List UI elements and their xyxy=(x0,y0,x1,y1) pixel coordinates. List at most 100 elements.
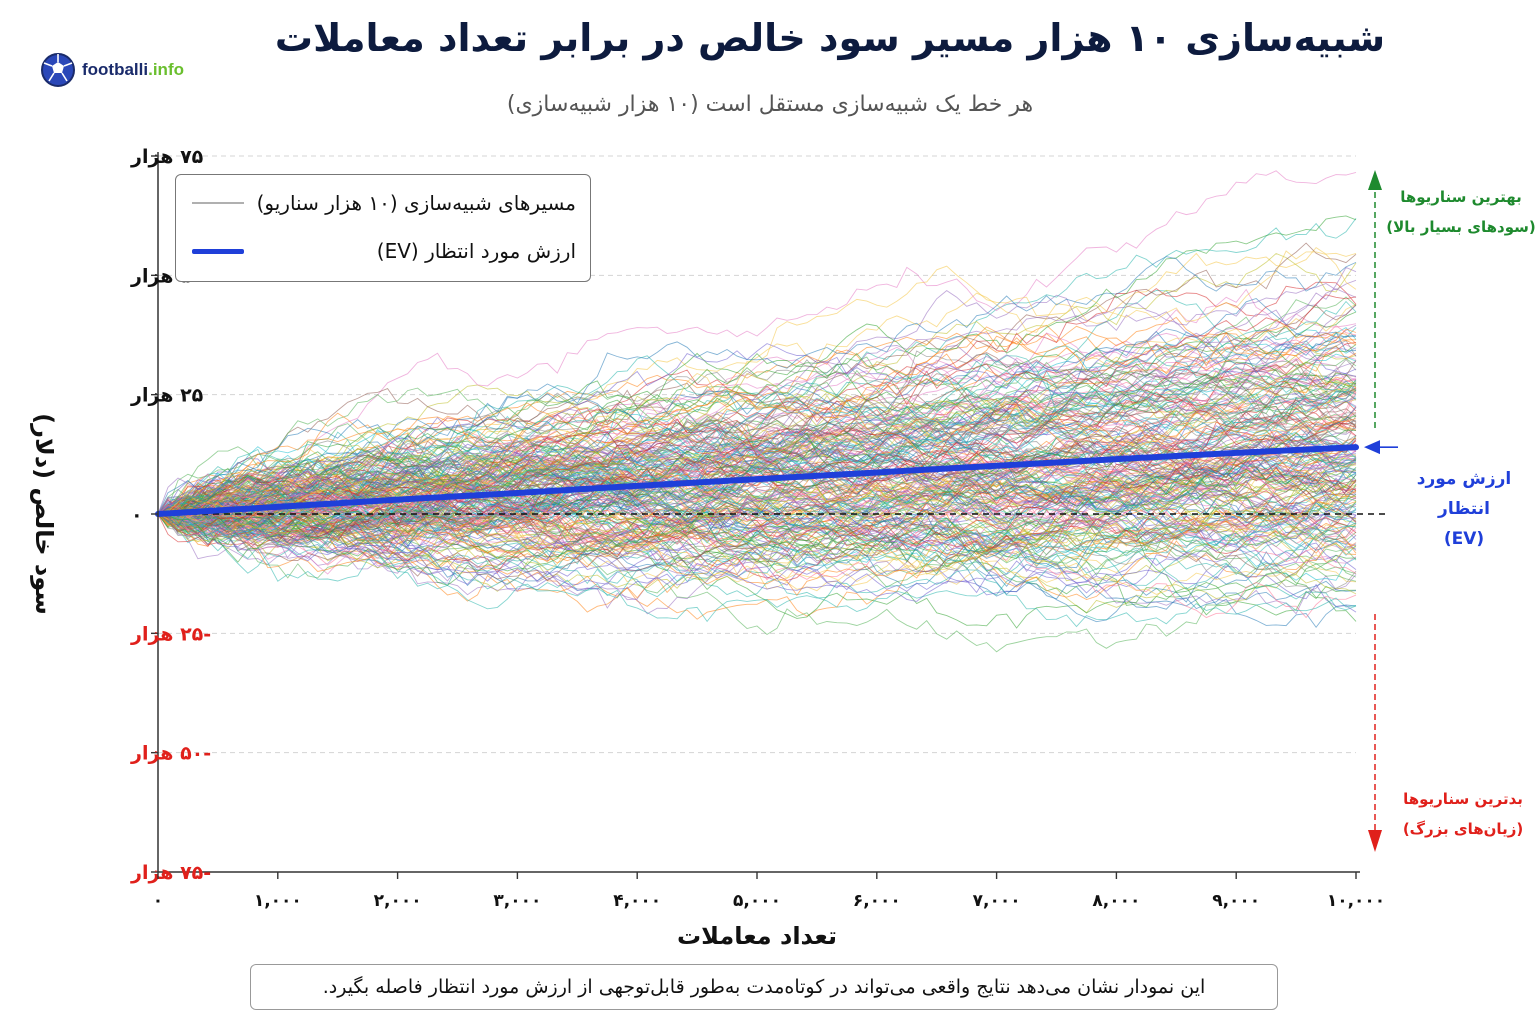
y-tick-label: ۲۵ هزار xyxy=(130,385,204,407)
simulation-path xyxy=(157,387,1357,521)
y-tick-label: ۷۵ هزار xyxy=(130,146,204,168)
x-tick-label: ۹,۰۰۰ xyxy=(1212,891,1260,911)
simulation-path xyxy=(157,361,1357,542)
annotation-best-line2: (سودهای بسیار بالا) xyxy=(1386,218,1536,236)
simulation-path xyxy=(157,465,1357,578)
x-tick-label: ۳,۰۰۰ xyxy=(493,891,541,911)
simulation-path xyxy=(157,442,1357,587)
legend-label-ev: ارزش مورد انتظار (EV) xyxy=(376,239,576,263)
simulation-path xyxy=(157,501,1357,590)
x-axis-label: تعداد معاملات xyxy=(677,922,837,950)
simulation-path xyxy=(157,432,1357,563)
soccer-ball-icon xyxy=(41,53,75,87)
simulation-path xyxy=(157,290,1357,532)
simulation-path xyxy=(157,490,1357,629)
chart-title: شبیه‌سازی ۱۰ هزار مسیر سود خالص در برابر… xyxy=(274,16,1386,60)
legend-swatch-ev xyxy=(192,248,244,254)
legend-entry-paths: مسیرهای شبیه‌سازی (۱۰ هزار سناریو) xyxy=(176,183,590,223)
ev-line xyxy=(155,444,1359,517)
simulation-path xyxy=(157,266,1357,515)
footer-note: این نمودار نشان می‌دهد نتایج واقعی می‌تو… xyxy=(250,964,1278,1010)
simulation-path xyxy=(157,430,1357,548)
simulation-path xyxy=(157,337,1357,566)
simulation-path xyxy=(157,328,1357,515)
simulation-path xyxy=(157,441,1357,560)
simulation-path xyxy=(157,281,1357,538)
simulation-path xyxy=(157,398,1357,554)
x-tick-label: ۱,۰۰۰ xyxy=(254,891,302,911)
annotation-ev: ارزش مورد انتظار (EV) xyxy=(1392,464,1536,554)
legend-entry-ev: ارزش مورد انتظار (EV) xyxy=(176,231,590,271)
simulation-path xyxy=(157,438,1357,537)
worst-arrow-head xyxy=(1368,830,1382,852)
simulation-paths xyxy=(157,170,1357,653)
x-tick-label: ۸,۰۰۰ xyxy=(1092,891,1140,911)
simulation-path xyxy=(157,501,1357,600)
brand-logo: footballi.info xyxy=(40,52,184,88)
simulation-path xyxy=(157,360,1357,539)
simulation-path xyxy=(157,256,1357,517)
x-tick-label: ۲,۰۰۰ xyxy=(374,891,422,911)
x-tick-label: ۱۰,۰۰۰ xyxy=(1327,891,1385,911)
y-tick-label: -۵۰ هزار xyxy=(130,743,211,765)
annotation-worst-line1: بدترین سناریوها xyxy=(1403,790,1523,808)
annotation-worst-line2: (زیان‌های بزرگ) xyxy=(1402,820,1524,838)
simulation-path xyxy=(157,170,1357,516)
chart-subtitle: هر خط یک شبیه‌سازی مستقل است (۱۰ هزار شب… xyxy=(506,92,1034,117)
simulation-path xyxy=(157,481,1357,628)
simulation-path xyxy=(157,424,1357,539)
simulation-path xyxy=(157,453,1357,544)
simulation-path xyxy=(157,510,1357,596)
x-tick-label: ۰ xyxy=(153,891,163,911)
simulation-path xyxy=(157,215,1357,515)
simulation-path xyxy=(157,479,1357,566)
y-tick-label: -۷۵ هزار xyxy=(130,862,211,884)
simulation-path xyxy=(157,388,1357,566)
legend-swatch-paths xyxy=(192,202,244,204)
simulation-path xyxy=(157,242,1357,515)
simulation-path xyxy=(157,352,1356,519)
ev-arrow-head xyxy=(1364,440,1380,455)
simulation-path xyxy=(157,467,1357,551)
y-axis-label: سود خالص (دلار) xyxy=(30,413,58,615)
simulation-path xyxy=(157,375,1357,533)
simulation-path xyxy=(157,506,1357,613)
simulation-path xyxy=(157,407,1357,528)
simulation-path xyxy=(157,303,1357,515)
annotation-best-line1: بهترین سناریوها xyxy=(1400,188,1522,206)
annotation-ev-line1: ارزش مورد انتظار xyxy=(1416,469,1512,519)
simulation-path xyxy=(157,493,1357,562)
brand-name: footballi.info xyxy=(82,60,184,79)
simulation-path xyxy=(157,483,1357,569)
x-tick-label: ۷,۰۰۰ xyxy=(973,891,1021,911)
legend-label-paths: مسیرهای شبیه‌سازی (۱۰ هزار سناریو) xyxy=(256,191,576,215)
annotation-best: بهترین سناریوها (سودهای بسیار بالا) xyxy=(1386,182,1536,242)
simulation-path xyxy=(157,370,1357,531)
x-tick-labels: ۰ ۱,۰۰۰ ۲,۰۰۰ ۳,۰۰۰ ۴,۰۰۰ ۵,۰۰۰ ۶,۰۰۰ ۷,۰۰۰ ۸,۰۰… xyxy=(153,872,1385,911)
simulation-path xyxy=(157,396,1357,518)
simulation-path xyxy=(157,250,1357,518)
simulation-path xyxy=(157,503,1357,614)
simulation-path xyxy=(157,300,1357,518)
simulation-path xyxy=(157,486,1357,549)
simulation-path xyxy=(157,437,1357,523)
simulation-path xyxy=(157,513,1357,611)
simulation-path xyxy=(157,335,1357,515)
y-tick-label: ۰ xyxy=(131,504,143,526)
simulation-path xyxy=(157,413,1357,519)
annotation-arrows xyxy=(1364,170,1398,852)
x-tick-label: ۶,۰۰۰ xyxy=(853,891,901,911)
simulation-path xyxy=(157,316,1357,515)
y-tick-label: -۲۵ هزار xyxy=(130,623,211,645)
simulation-path xyxy=(157,479,1357,582)
simulation-path xyxy=(157,356,1357,528)
legend: مسیرهای شبیه‌سازی (۱۰ هزار سناریو) ارزش … xyxy=(175,174,591,282)
x-tick-label: ۴,۰۰۰ xyxy=(613,891,661,911)
simulation-path xyxy=(157,472,1357,564)
simulation-path xyxy=(157,486,1357,581)
annotation-ev-line2: (EV) xyxy=(1443,529,1485,549)
x-tick-label: ۵,۰۰۰ xyxy=(733,891,781,911)
best-arrow-head xyxy=(1368,170,1382,190)
